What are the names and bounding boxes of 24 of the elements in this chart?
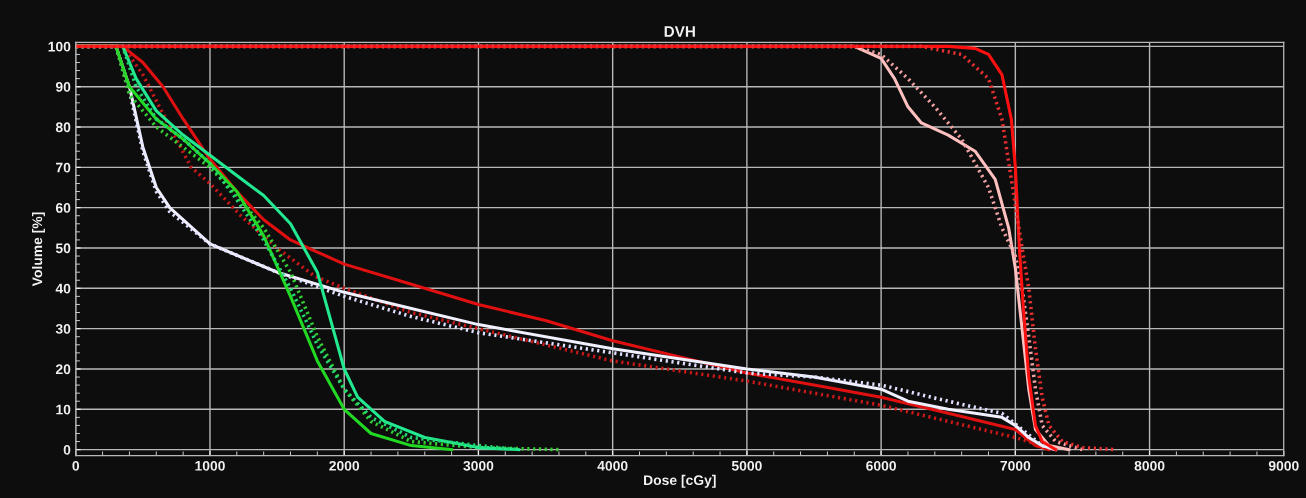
y-tick-label: 70 [56, 162, 71, 173]
y-tick-label: 100 [48, 41, 71, 52]
x-tick-label: 7000 [1000, 460, 1031, 471]
y-tick-label: 0 [63, 444, 71, 455]
y-tick-label: 50 [55, 243, 71, 254]
y-tick-label: 10 [56, 404, 71, 415]
y-tick-label: 40 [55, 283, 71, 294]
x-tick-label: 0 [72, 460, 80, 471]
x-tick-label: 8000 [1134, 460, 1165, 471]
x-tick-label: 9000 [1268, 460, 1299, 471]
y-tick-label: 80 [55, 122, 71, 133]
x-tick-label: 2000 [329, 460, 360, 471]
y-tick-label: 20 [55, 364, 71, 375]
x-tick-label: 4000 [597, 460, 628, 471]
x-tick-label: 3000 [463, 460, 494, 471]
x-tick-label: 6000 [866, 460, 896, 471]
x-tick-label: 5000 [731, 460, 762, 471]
y-tick-label: 30 [55, 323, 71, 334]
y-tick-label: 90 [55, 82, 71, 92]
chart-title: DVH [664, 26, 695, 37]
y-axis-title: Volume [%] [31, 212, 45, 287]
y-tick-label: 60 [55, 203, 71, 213]
x-axis-title: Dose [cGy] [644, 474, 716, 488]
x-tick-label: 1000 [195, 460, 225, 471]
